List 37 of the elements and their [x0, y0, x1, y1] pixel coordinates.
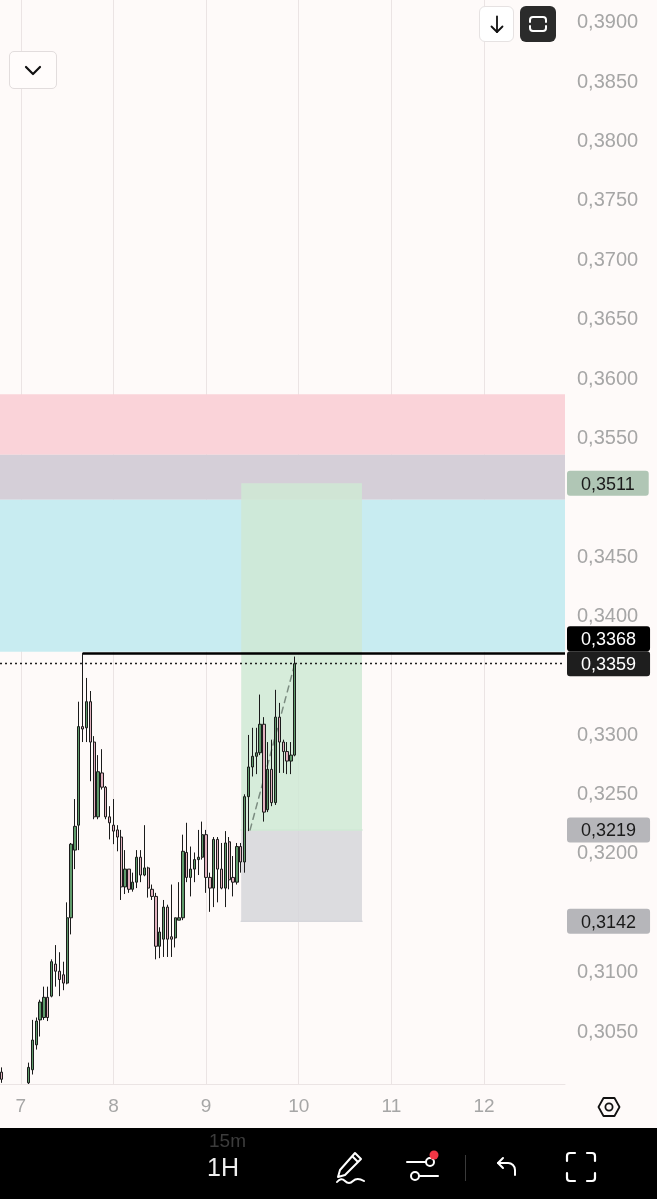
- y-tick-label: 0,3050: [577, 1019, 639, 1042]
- y-tick-label: 0,3750: [577, 188, 639, 211]
- bottom-toolbar: 15m 1H: [0, 1128, 657, 1199]
- x-tick-label: 10: [288, 1095, 310, 1116]
- x-tick-label: 9: [200, 1095, 212, 1116]
- candlestick: [224, 830, 227, 908]
- y-tick-label: 0,3900: [577, 10, 639, 33]
- x-tick-label: 11: [381, 1095, 402, 1116]
- y-tick-label: 0,3219: [581, 820, 637, 841]
- candlestick: [46, 986, 49, 1022]
- y-tick-label: 0,3200: [577, 841, 639, 864]
- candlestick: [216, 836, 219, 903]
- y-tick-label: 0,3511: [581, 473, 635, 494]
- candlestick: [285, 741, 289, 775]
- y-tick-label: 0,3800: [577, 129, 639, 152]
- ref-line-label: 0,3368: [581, 628, 637, 649]
- y-tick-label: 0,3850: [577, 69, 639, 92]
- y-tick-label: 0,3250: [577, 782, 639, 805]
- x-tick-label: 8: [108, 1095, 119, 1116]
- y-tick-label: 0,3600: [577, 366, 639, 389]
- x-tick-label: 12: [473, 1095, 495, 1116]
- y-tick-label: 0,3650: [577, 307, 639, 330]
- y-tick-label: 0,3700: [577, 247, 639, 270]
- candlestick: [212, 836, 215, 908]
- y-tick-label: 0,3450: [577, 544, 639, 567]
- y-tick-label: 0,3300: [577, 722, 639, 745]
- ref-line-label: 0,3359: [581, 653, 637, 674]
- candlestick: [162, 899, 165, 958]
- x-tick-label: 7: [15, 1095, 27, 1116]
- y-tick-label: 0,3550: [577, 425, 639, 448]
- candlestick: [170, 884, 173, 958]
- candlestick: [274, 689, 277, 806]
- y-tick-label: 0,3100: [577, 960, 639, 983]
- y-tick-label: 0,3400: [577, 604, 639, 627]
- candlestick: [135, 849, 138, 889]
- y-tick-label: 0,3142: [581, 911, 637, 932]
- candlestick: [120, 829, 123, 901]
